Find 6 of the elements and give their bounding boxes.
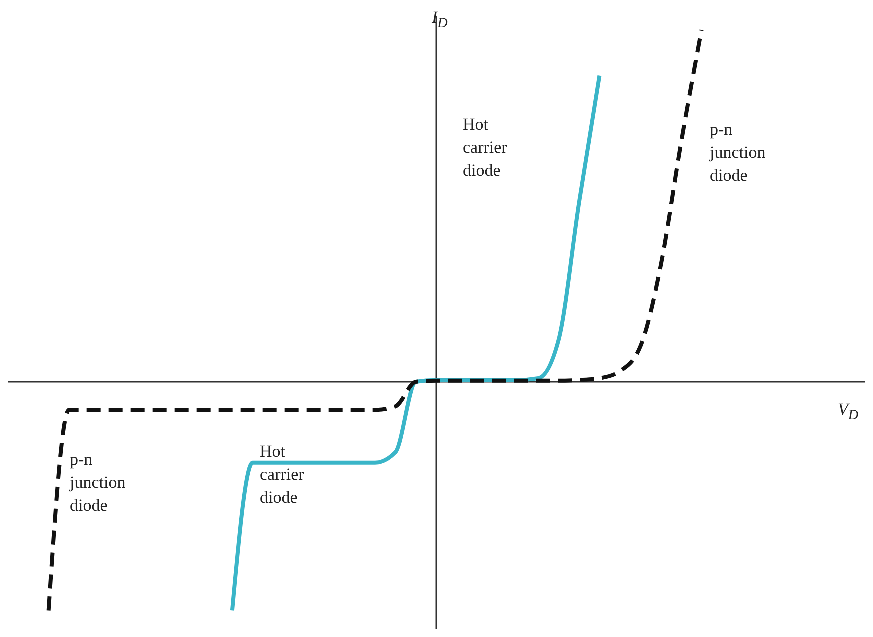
annotation: p-n junction diode [710, 119, 767, 187]
y-axis-title: I$_{D}$ [432, 8, 448, 32]
annotation: p-n junction diode [70, 449, 127, 517]
annotation: Hot carrier diode [463, 114, 508, 182]
annotation: Hot carrier diode [260, 441, 306, 509]
x-axis-title: V$_{D}$ [838, 400, 859, 424]
